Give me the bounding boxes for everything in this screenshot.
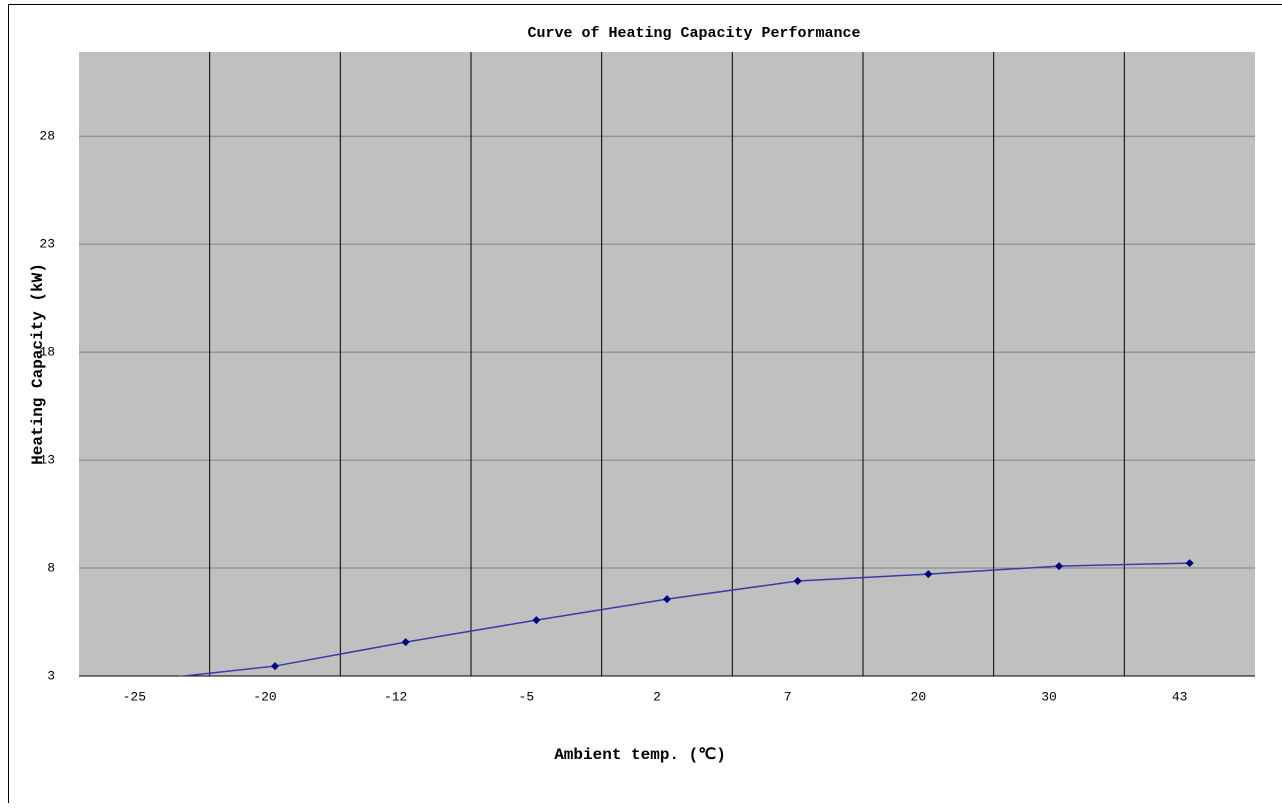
chart-title: Curve of Heating Capacity Performance (527, 25, 860, 42)
plot-area (79, 52, 1255, 676)
x-tick-label: 43 (1172, 689, 1188, 704)
x-axis-title: Ambient temp. (℃) (554, 746, 726, 764)
x-tick-label: -5 (519, 689, 535, 704)
y-tick-label: 18 (39, 345, 55, 360)
x-tick-label: 20 (911, 689, 927, 704)
x-tick-label: -12 (384, 689, 407, 704)
x-tick-label: 7 (784, 689, 792, 704)
y-axis-title: Heating Capacity (kW) (29, 263, 47, 465)
y-tick-label: 8 (47, 560, 55, 575)
x-tick-label: -25 (123, 689, 146, 704)
y-tick-label: 13 (39, 453, 55, 468)
y-tick-label: 23 (39, 237, 55, 252)
y-tick-label: 28 (39, 129, 55, 144)
x-tick-label: 2 (653, 689, 661, 704)
y-tick-label: 3 (47, 668, 55, 683)
x-tick-label: -20 (253, 689, 276, 704)
x-tick-label: 30 (1041, 689, 1057, 704)
